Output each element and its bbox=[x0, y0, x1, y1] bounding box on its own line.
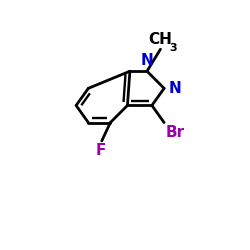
Text: CH: CH bbox=[148, 32, 172, 47]
Text: F: F bbox=[95, 143, 106, 158]
Text: Br: Br bbox=[165, 125, 184, 140]
Text: 3: 3 bbox=[170, 43, 177, 53]
Text: N: N bbox=[168, 81, 181, 96]
Text: N: N bbox=[140, 52, 153, 68]
